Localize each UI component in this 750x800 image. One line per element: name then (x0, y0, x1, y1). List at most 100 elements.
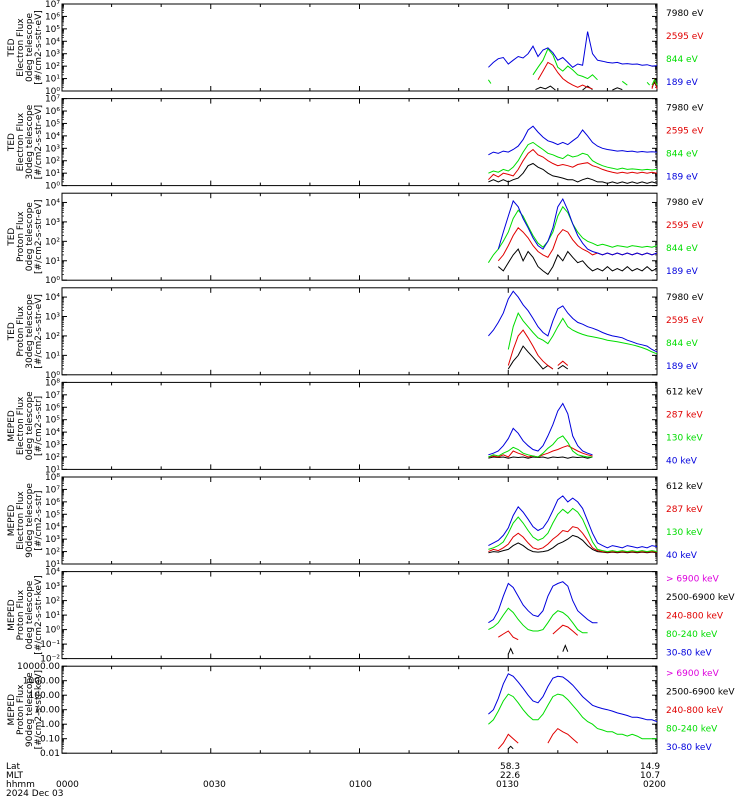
channel-label: 30-80 keV (666, 743, 712, 753)
series-line-7980-ev (488, 162, 658, 184)
series-line-240-800-kev (547, 727, 579, 744)
y-axis-label: 90deg telescope (25, 483, 35, 558)
y-tick-label: 10¹ (45, 75, 60, 85)
footer-lat-end: 14.9 (640, 762, 661, 772)
y-axis-label: 0deg telescope (25, 13, 35, 83)
channel-label: > 6900 keV (666, 669, 720, 679)
series-line-2595-ev (507, 329, 554, 370)
footer-label-hhmm: hhmm (6, 780, 35, 790)
y-tick-label: 10.00 (34, 706, 60, 716)
y-tick-label: 10⁴ (45, 523, 60, 533)
panel-1: 10⁰ 10¹ 10² 10³ 10⁴ 10⁵ 10⁶ 10⁷ TED Electron Flux… (7, 0, 704, 97)
y-axis-label: [#/cm2-s-str] (34, 490, 44, 550)
channel-label: 2595 eV (666, 32, 704, 42)
y-axis-label: MEPED (7, 599, 17, 631)
y-axis-label: TED (7, 38, 17, 57)
y-tick-label: 0.10 (40, 735, 60, 745)
y-axis-label: MEPED (7, 505, 17, 537)
y-tick-label: 10¹ (45, 351, 60, 361)
y-tick-label: 10³ (45, 144, 60, 154)
series-line-844-ev (651, 78, 658, 86)
time-tick-label: 0130 (496, 780, 519, 790)
y-tick-label: 10² (45, 62, 60, 72)
y-tick-label: 10¹ (45, 257, 60, 267)
y-tick-label: 10⁻² (40, 655, 60, 665)
channel-label: 30-80 keV (666, 649, 712, 659)
channel-label: 189 eV (666, 78, 699, 88)
series-line-189-ev (488, 290, 658, 353)
plot-frame (61, 665, 658, 754)
plot-frame (61, 476, 658, 565)
y-tick-label: 10² (45, 597, 60, 607)
series-line-844-ev (507, 311, 658, 355)
series-line-612-kev (488, 534, 658, 554)
series-line-844-ev (488, 141, 658, 174)
y-axis-label: TED (7, 228, 17, 247)
y-tick-label: 10⁴ (45, 37, 60, 47)
series-line-189-ev (488, 31, 658, 68)
channel-label: 7980 eV (666, 9, 704, 19)
channel-label: 612 keV (666, 482, 703, 492)
series-line-7980-ev (497, 248, 658, 276)
series-line-240-800-kev (498, 630, 519, 641)
panel-5: 10¹ 10² 10³ 10⁴ 10⁵ 10⁶ 10⁷ 10⁸ MEPED Electron Fl… (7, 378, 703, 475)
y-axis-label: Electron Flux (16, 112, 26, 171)
series-line-40-kev (488, 495, 658, 549)
channel-label: 189 eV (666, 362, 699, 372)
y-tick-label: 10¹ (45, 465, 60, 475)
channel-label: 40 keV (666, 456, 698, 466)
plot-frame (61, 192, 658, 281)
channel-label: > 6900 keV (666, 575, 720, 585)
series-line-130-kev (488, 435, 593, 458)
y-axis-label: MEPED (7, 410, 17, 442)
channel-label: 612 keV (666, 387, 703, 397)
channel-label: 240-800 keV (666, 612, 724, 622)
y-tick-label: 10⁻¹ (40, 640, 60, 650)
y-tick-label: 10⁷ (45, 391, 60, 401)
y-tick-label: 10³ (45, 50, 60, 60)
channel-label: 844 eV (666, 55, 699, 65)
y-tick-label: 0.01 (40, 749, 60, 759)
y-axis-label: [#/cm2-s-str] (34, 396, 44, 456)
y-tick-label: 100.00 (29, 691, 61, 701)
y-tick-label: 10⁸ (45, 378, 60, 388)
series-line-80-240-kev (488, 693, 657, 740)
panel-3: 10⁰ 10¹ 10² 10³ 10⁴ TED Proton Flux 0deg telesc… (7, 192, 704, 286)
series-line-844-ev (621, 80, 628, 86)
series-line-7980-ev (612, 87, 623, 91)
footer-label-mlt: MLT (6, 771, 24, 781)
y-axis-label: [#/cm2-s-str-keV] (34, 670, 44, 749)
time-tick-label: 0100 (349, 780, 372, 790)
y-axis-label: TED (7, 322, 17, 341)
footer-mlt-end: 10.7 (640, 771, 661, 781)
y-axis-label: Proton Flux (16, 211, 26, 262)
y-axis-label: MEPED (7, 694, 17, 726)
series-line-30-80-kev (488, 581, 598, 624)
y-tick-label: 10⁶ (45, 498, 60, 508)
y-tick-label: 10⁴ (45, 293, 60, 303)
y-tick-label: 10⁰ (45, 371, 60, 381)
y-axis-label: 0deg telescope (25, 580, 35, 650)
y-tick-label: 10⁰ (45, 87, 60, 97)
y-tick-label: 10⁶ (45, 107, 60, 117)
plot-frame (61, 571, 658, 660)
series-line-7980-ev (507, 345, 554, 370)
y-tick-label: 10¹ (45, 169, 60, 179)
channel-label: 2595 eV (666, 221, 704, 231)
y-tick-label: 10³ (45, 535, 60, 545)
series-line-2500-6900-kev (562, 644, 569, 652)
series-line-2595-ev (557, 360, 569, 366)
y-axis-label: [#/cm2-s-str-eV] (34, 199, 44, 274)
channel-label: 844 eV (666, 339, 699, 349)
y-axis-label: [#/cm2-s-str-eV] (34, 10, 44, 85)
time-tick-label: 0000 (56, 780, 79, 790)
channel-label: 2500-6900 keV (666, 593, 735, 603)
plot-frame (61, 381, 658, 470)
y-tick-label: 10¹ (45, 611, 60, 621)
y-tick-label: 10⁵ (45, 510, 60, 520)
y-tick-label: 10⁴ (45, 428, 60, 438)
y-axis-label: Proton Flux (16, 589, 26, 640)
plot-frame (61, 3, 658, 92)
series-line-189-ev (488, 125, 658, 156)
